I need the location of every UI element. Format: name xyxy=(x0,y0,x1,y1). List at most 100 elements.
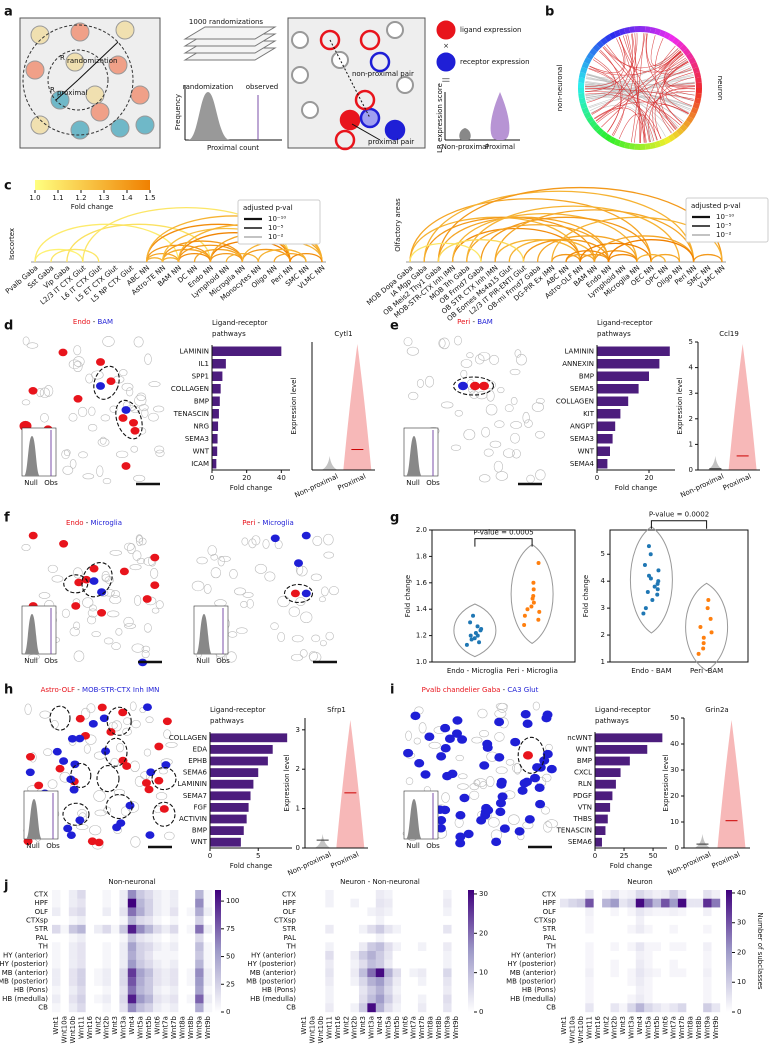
category-label: ICAM xyxy=(191,460,209,468)
heat-cell xyxy=(585,916,594,926)
heat-cell xyxy=(85,916,95,926)
cell-outline xyxy=(86,703,96,714)
col-label: Wnt9b xyxy=(712,1015,720,1039)
heat-cell xyxy=(94,968,103,978)
heat-cell xyxy=(325,916,334,926)
heat-cell xyxy=(153,985,162,995)
heat-cell xyxy=(661,1003,670,1013)
heat-cell xyxy=(711,898,721,908)
decoration xyxy=(384,119,406,141)
heat-cell xyxy=(333,916,343,926)
cell-outline xyxy=(493,460,504,473)
heat-cell xyxy=(417,916,427,926)
heat-cell xyxy=(350,951,360,960)
heat-cell xyxy=(144,1003,154,1013)
heat-cell xyxy=(119,916,128,926)
decoration xyxy=(592,123,601,132)
heat-cell xyxy=(443,924,452,934)
cell-outline xyxy=(126,543,136,555)
heat-cell xyxy=(610,942,620,952)
chart-title: Ccl19 xyxy=(719,330,739,338)
col-label: Wnt1 xyxy=(52,1016,60,1035)
panel-label: a xyxy=(4,5,13,20)
axis-label: Fold change xyxy=(582,575,590,617)
heat-cell xyxy=(367,942,376,952)
heat-cell xyxy=(568,951,578,960)
y-tick-label: 3 xyxy=(689,389,693,397)
heat-cell xyxy=(325,977,334,987)
heat-cell xyxy=(94,959,103,969)
cell-outline xyxy=(509,368,521,376)
point xyxy=(709,630,714,635)
heat-cell xyxy=(195,994,204,1004)
heat-cell xyxy=(443,959,452,969)
chord xyxy=(606,44,677,130)
cell xyxy=(436,816,447,825)
cell xyxy=(410,711,421,721)
heat-cell xyxy=(375,924,385,934)
cell-outline xyxy=(234,587,247,596)
cell-outline xyxy=(475,354,485,365)
cell-outline xyxy=(440,401,454,409)
point xyxy=(522,623,527,628)
heat-cell xyxy=(127,959,137,969)
cell-outline xyxy=(103,806,112,814)
cell xyxy=(69,785,79,794)
heat-cell xyxy=(308,898,318,908)
chart-title: Ligand-receptor xyxy=(597,319,653,327)
legend-symbol: || xyxy=(442,78,450,83)
heat-cell xyxy=(316,933,326,943)
heat-cell xyxy=(161,924,171,934)
heat-cell xyxy=(409,924,419,934)
category-label: BMP xyxy=(192,827,207,835)
heat-cell xyxy=(60,907,70,917)
heat-cell xyxy=(52,985,61,995)
cell-outline xyxy=(102,477,112,485)
category-label: Proximal xyxy=(722,472,753,492)
cell-outline xyxy=(542,773,552,783)
col-label: Wnt4 xyxy=(128,1015,136,1034)
heat-cell xyxy=(161,1003,171,1013)
cell-outline xyxy=(115,450,129,459)
heat-cell xyxy=(593,907,603,917)
arc xyxy=(494,239,581,263)
heat-cell xyxy=(358,907,368,917)
cell-outline xyxy=(277,631,285,643)
arc xyxy=(551,253,581,263)
heat-cell xyxy=(568,994,578,1004)
heat-cell xyxy=(375,968,385,978)
heat-cell xyxy=(417,890,427,899)
heat-cell xyxy=(618,1003,628,1013)
cell-outline xyxy=(418,722,427,734)
heat-cell xyxy=(203,933,213,943)
cell xyxy=(520,710,531,719)
cell-outline xyxy=(47,779,58,789)
violin xyxy=(728,344,757,470)
heat-cell xyxy=(195,890,204,899)
cell xyxy=(141,779,151,787)
heat-cell xyxy=(635,933,645,943)
cell-outline xyxy=(469,783,480,791)
chord xyxy=(585,75,694,97)
heat-cell xyxy=(443,933,452,943)
cell-outline xyxy=(514,349,522,358)
row-label: MB (anterior) xyxy=(510,969,557,977)
cell xyxy=(497,792,508,801)
heat-cell xyxy=(426,994,435,1004)
heat-cell xyxy=(127,968,137,978)
point xyxy=(641,611,646,616)
heat-cell xyxy=(144,968,154,978)
heat-cell xyxy=(144,924,154,934)
cell xyxy=(523,751,533,760)
chord xyxy=(586,57,616,103)
heat-cell xyxy=(169,933,179,943)
cell-outline xyxy=(454,409,463,417)
chord xyxy=(602,47,675,132)
heat-cell xyxy=(618,933,628,943)
chord xyxy=(590,104,652,142)
panel-label: j xyxy=(3,879,8,894)
cell xyxy=(444,734,455,743)
heat-cell xyxy=(85,933,95,943)
cell-outline xyxy=(323,551,334,559)
cell-outline xyxy=(488,817,500,828)
